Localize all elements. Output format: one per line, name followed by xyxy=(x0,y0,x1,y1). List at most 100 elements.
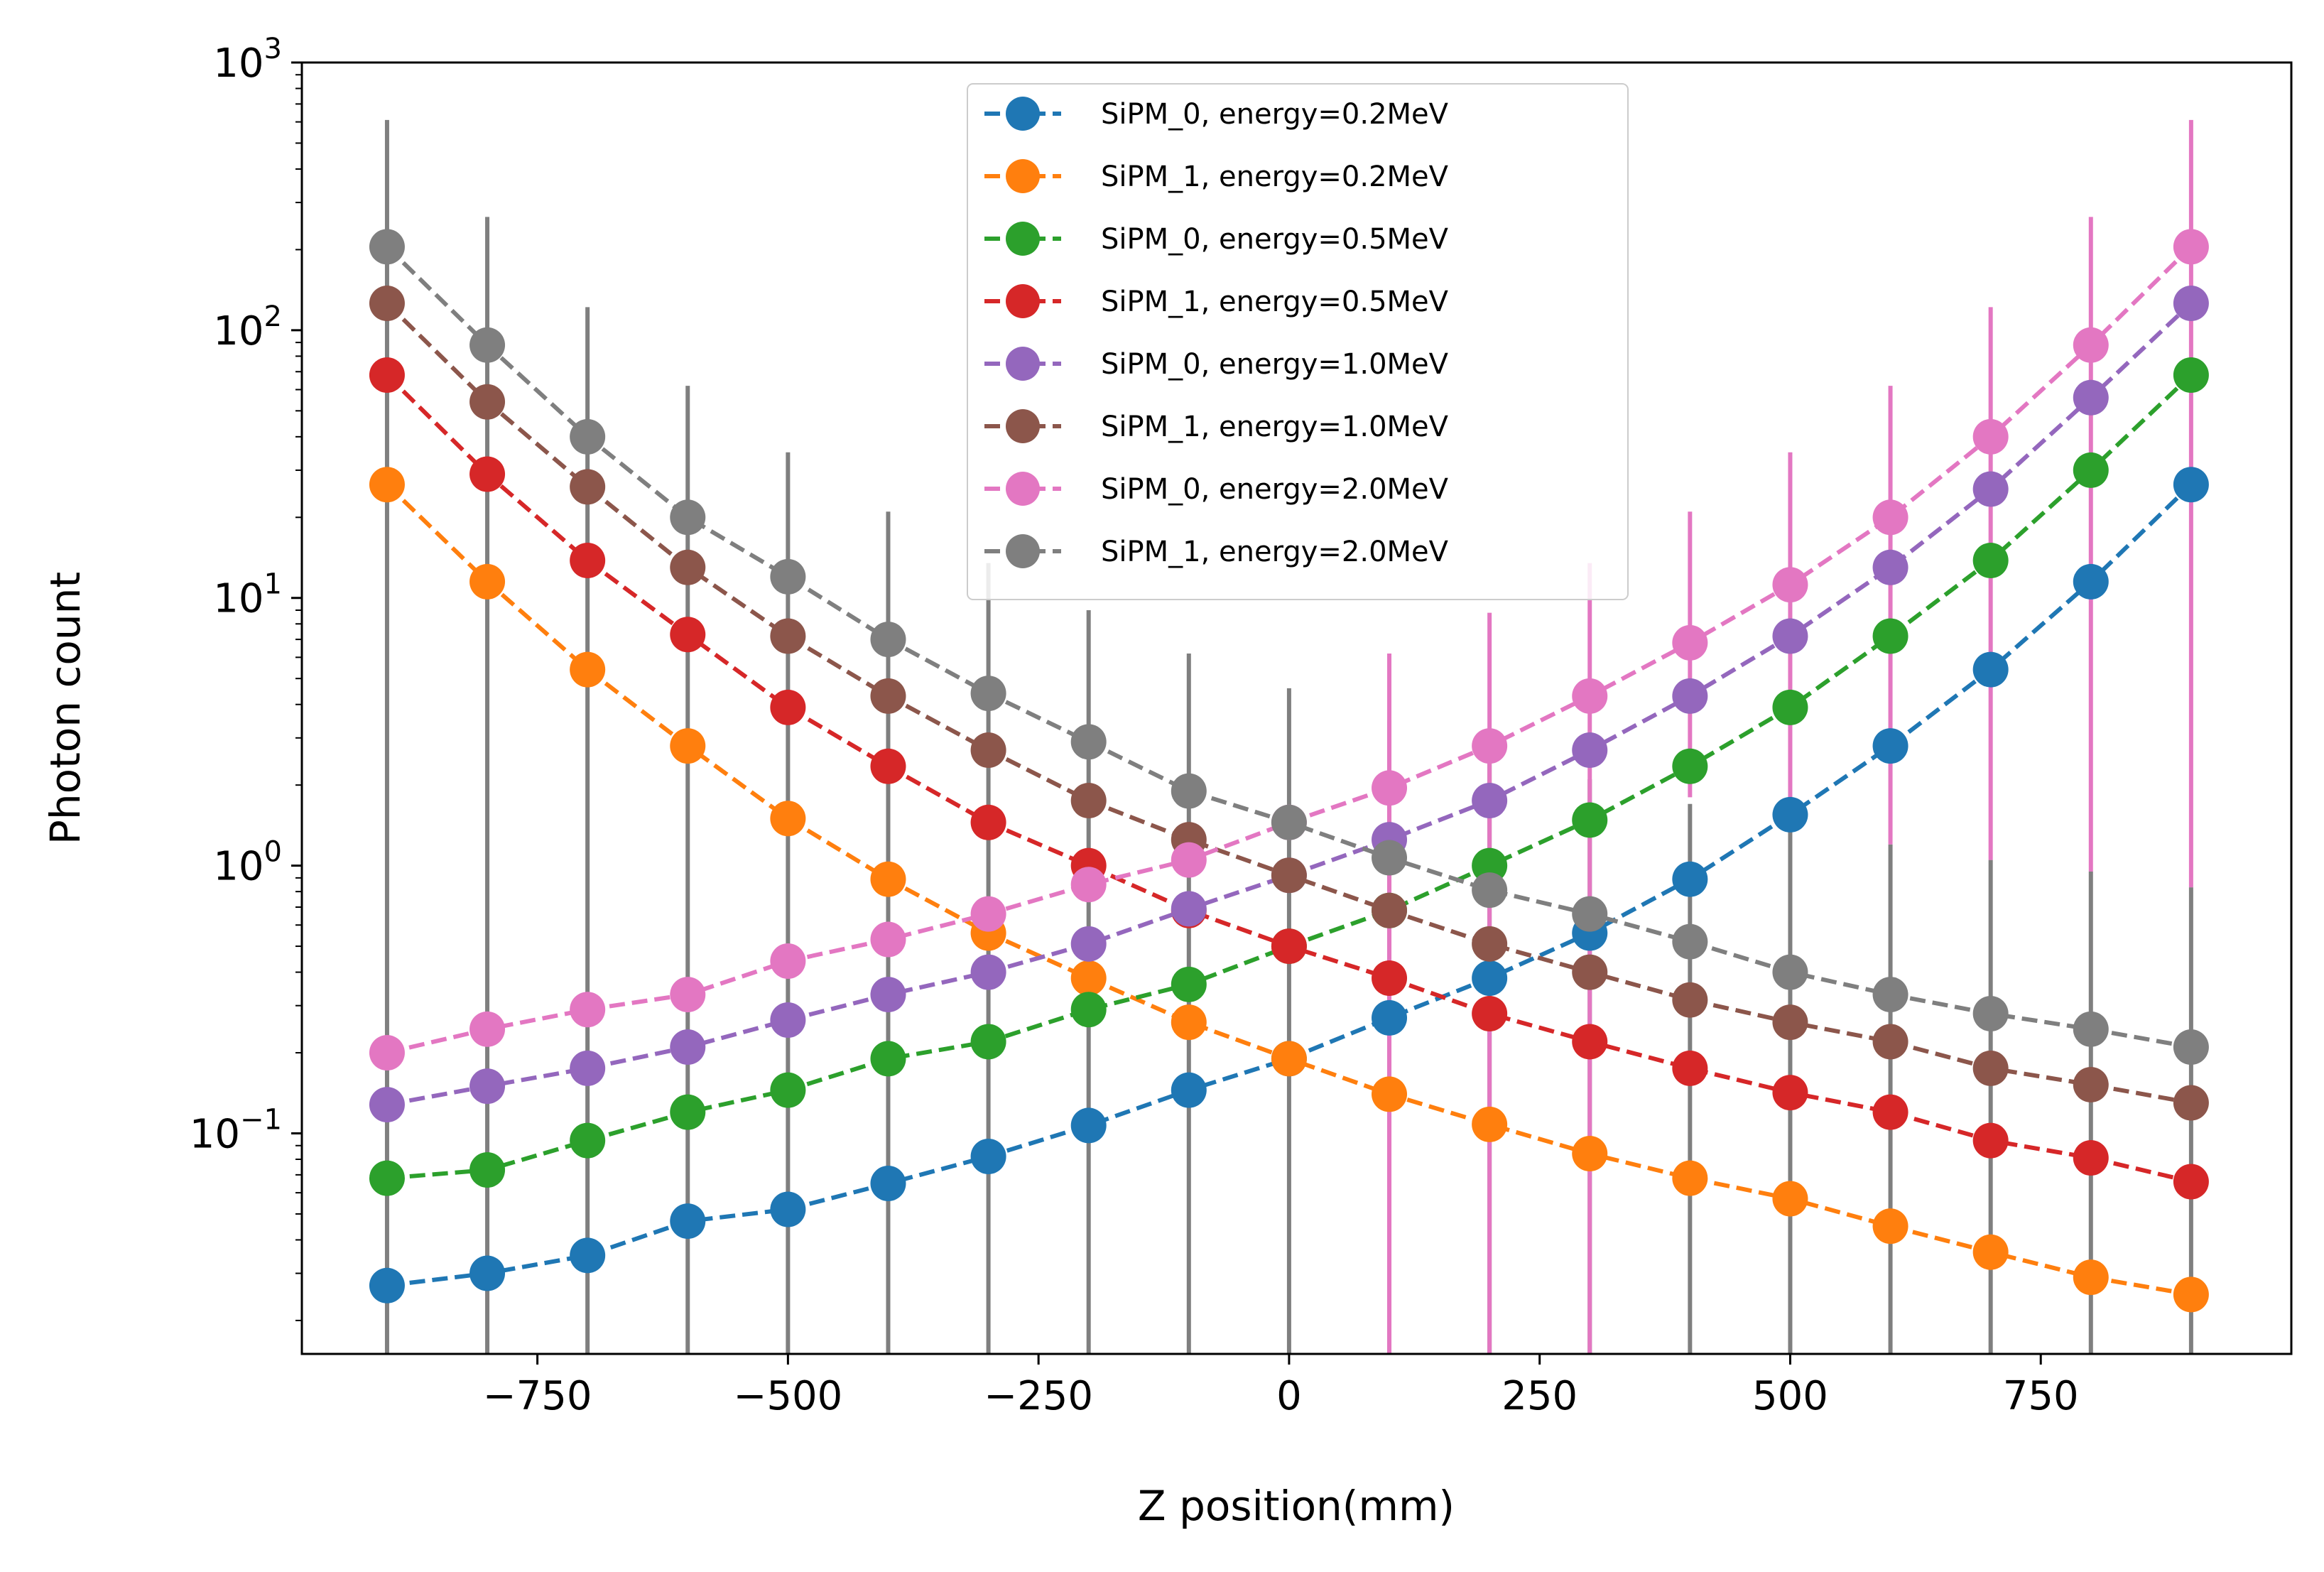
data-point xyxy=(369,1160,405,1196)
series-6 xyxy=(369,286,2209,1121)
data-point xyxy=(369,286,405,322)
data-point xyxy=(570,1237,606,1274)
data-point xyxy=(1372,960,1408,996)
data-point xyxy=(1872,1024,1908,1060)
data-point xyxy=(469,456,506,492)
data-point xyxy=(1672,923,1708,960)
data-point xyxy=(1772,567,1808,603)
data-point xyxy=(1972,1234,2009,1270)
data-point xyxy=(970,1138,1006,1174)
data-point xyxy=(1772,954,1808,990)
data-point xyxy=(570,469,606,505)
x-tick-label: −750 xyxy=(483,1373,592,1419)
data-point xyxy=(770,1072,806,1108)
series-4 xyxy=(369,357,2209,1200)
data-point xyxy=(1472,872,1508,909)
series-2 xyxy=(369,467,2209,1313)
data-point xyxy=(1672,982,1708,1018)
data-point xyxy=(1572,732,1608,769)
data-point xyxy=(2173,357,2209,393)
legend-label: SiPM_1, energy=0.5MeV xyxy=(1101,286,1449,318)
data-point xyxy=(2073,563,2109,600)
data-point xyxy=(1472,960,1508,996)
x-axis-title: Z position(mm) xyxy=(1138,1482,1455,1530)
legend-item: SiPM_1, energy=2.0MeV xyxy=(984,534,1449,568)
data-point xyxy=(1972,995,2009,1031)
x-tick-label: 750 xyxy=(2003,1373,2079,1419)
data-point xyxy=(2173,1029,2209,1066)
data-point xyxy=(1070,1107,1107,1144)
data-point xyxy=(1672,1160,1708,1196)
data-point xyxy=(1271,857,1307,894)
legend-item: SiPM_0, energy=2.0MeV xyxy=(984,472,1449,506)
data-point xyxy=(1070,783,1107,819)
data-point xyxy=(1772,1004,1808,1041)
data-point xyxy=(1472,783,1508,819)
legend-marker xyxy=(1006,284,1040,318)
legend-item: SiPM_0, energy=0.2MeV xyxy=(984,97,1449,131)
legend-label: SiPM_0, energy=2.0MeV xyxy=(1101,473,1449,506)
series-layer xyxy=(369,229,2209,1313)
legend-label: SiPM_0, energy=1.0MeV xyxy=(1101,348,1449,381)
legend-marker xyxy=(1006,534,1040,568)
data-point xyxy=(1672,678,1708,714)
data-point xyxy=(870,748,906,784)
legend-marker xyxy=(1006,472,1040,506)
legend-item: SiPM_0, energy=0.5MeV xyxy=(984,222,1449,256)
data-point xyxy=(1070,992,1107,1028)
legend-label: SiPM_0, energy=0.2MeV xyxy=(1101,98,1449,131)
data-point xyxy=(570,1050,606,1086)
data-point xyxy=(2073,327,2109,363)
data-point xyxy=(1572,802,1608,838)
legend-label: SiPM_1, energy=0.2MeV xyxy=(1101,161,1449,193)
legend-label: SiPM_1, energy=1.0MeV xyxy=(1101,411,1449,443)
data-point xyxy=(770,689,806,725)
data-point xyxy=(870,622,906,658)
data-point xyxy=(970,732,1006,769)
data-point xyxy=(1972,543,2009,579)
data-point xyxy=(770,618,806,654)
data-point xyxy=(1672,748,1708,784)
data-point xyxy=(770,1002,806,1038)
data-point xyxy=(1372,770,1408,806)
data-point xyxy=(1672,624,1708,661)
data-point xyxy=(469,1068,506,1105)
data-point xyxy=(1772,689,1808,725)
data-point xyxy=(1271,1041,1307,1077)
data-point xyxy=(1872,618,1908,654)
data-point xyxy=(1070,960,1107,996)
data-point xyxy=(870,1041,906,1077)
data-point xyxy=(570,992,606,1028)
data-point xyxy=(670,1029,706,1066)
plot-frame xyxy=(300,61,2293,1355)
legend-marker xyxy=(1006,222,1040,256)
data-point xyxy=(2073,1011,2109,1047)
data-point xyxy=(970,954,1006,990)
y-tick-label: 103 xyxy=(213,33,282,87)
legend-item: SiPM_0, energy=1.0MeV xyxy=(984,347,1449,381)
data-point xyxy=(1070,926,1107,962)
data-point xyxy=(1572,678,1608,714)
y-tick-label: 10−1 xyxy=(190,1103,282,1157)
data-point xyxy=(770,801,806,837)
data-point xyxy=(469,327,506,363)
data-point xyxy=(1872,499,1908,536)
data-point xyxy=(2073,1066,2109,1102)
x-tick-label: 500 xyxy=(1752,1373,1828,1419)
data-point xyxy=(2073,379,2109,416)
data-point xyxy=(1572,1136,1608,1172)
data-point xyxy=(1572,954,1608,990)
data-point xyxy=(1672,1050,1708,1086)
data-point xyxy=(1070,724,1107,760)
y-axis-title: Photon count xyxy=(41,572,89,845)
data-point xyxy=(2173,1085,2209,1121)
legend: SiPM_0, energy=0.2MeV SiPM_1, energy=0.2M… xyxy=(967,83,1629,600)
data-point xyxy=(1772,796,1808,833)
data-point xyxy=(1872,549,1908,585)
data-point xyxy=(2173,467,2209,503)
data-point xyxy=(2073,1139,2109,1176)
data-point xyxy=(1972,471,2009,507)
data-point xyxy=(1972,418,2009,455)
data-point xyxy=(2073,1259,2109,1296)
data-point xyxy=(369,467,405,503)
